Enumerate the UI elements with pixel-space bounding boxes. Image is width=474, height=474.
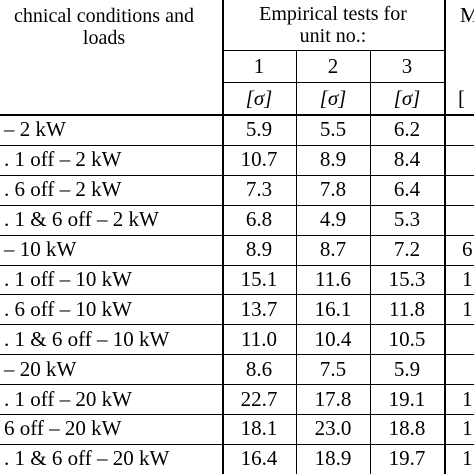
unit-2-value: 10.4: [314, 326, 352, 351]
condition-cell: – 20 kW: [4, 356, 77, 381]
unit-1-value: 16.4: [240, 446, 278, 471]
unit-3-value: 6.2: [393, 117, 421, 142]
unit-3-value: 7.2: [393, 237, 421, 262]
cut-column-value: [462, 115, 474, 145]
unit-2-value: 7.8: [319, 177, 347, 202]
conditions-header: chnical conditions and loads: [0, 0, 228, 54]
cut-column-value: [462, 324, 474, 354]
cut-column-sigma: [: [458, 85, 465, 110]
condition-cell: . 1 & 6 off – 2 kW: [4, 207, 159, 232]
condition-cell: . 1 & 6 off – 20 kW: [4, 446, 170, 471]
condition-cell: . 1 off – 20 kW: [4, 386, 132, 411]
row-divider: [0, 354, 474, 356]
unit-3-value: 11.8: [389, 296, 425, 321]
unit-2-value: 16.1: [314, 296, 352, 321]
sigma-row-top-border: [222, 82, 444, 83]
unit-2-value: 8.7: [319, 237, 347, 262]
row-divider: [0, 294, 474, 296]
unit-3-value: 5.3: [393, 207, 421, 232]
unit-1-value: 13.7: [240, 296, 278, 321]
condition-cell: . 6 off – 10 kW: [4, 296, 132, 321]
tests-header-line2: unit no.:: [299, 25, 367, 47]
unit-2-value: 7.5: [319, 356, 347, 381]
condition-cell: . 1 off – 10 kW: [4, 266, 132, 291]
unit-3-value: 6.4: [393, 177, 421, 202]
unit-2-value: 8.9: [319, 147, 347, 172]
condition-cell: . 1 off – 2 kW: [4, 147, 122, 172]
unit-3-value: 10.5: [388, 326, 426, 351]
sigma-label-1: [σ]: [245, 85, 273, 110]
unit-2-value: 5.5: [319, 117, 347, 142]
cut-column-value: [462, 145, 474, 175]
row-divider: [0, 324, 474, 326]
row-divider: [0, 414, 474, 415]
row-divider: [0, 264, 474, 266]
header-divider: [0, 114, 474, 116]
unit-3-value: 18.8: [388, 416, 426, 441]
unit-1-value: 8.6: [245, 356, 273, 381]
cut-column-value: 1: [462, 416, 473, 441]
row-divider: [0, 174, 474, 176]
unit-1-value: 5.9: [245, 117, 273, 142]
unit-2-value: 18.9: [314, 446, 352, 471]
cut-column-value: 6: [462, 237, 473, 262]
unit-1-value: 11.0: [241, 326, 277, 351]
unit-3-header: 3: [401, 53, 413, 78]
conditions-column-border: [222, 0, 224, 474]
unit-2-header: 2: [327, 53, 339, 78]
sigma-label-3: [σ]: [393, 85, 421, 110]
tests-column-border: [444, 0, 446, 474]
unit-2-value: 23.0: [314, 416, 352, 441]
unit-1-header: 1: [253, 53, 265, 78]
cut-column-value: 1: [462, 386, 473, 411]
condition-cell: – 2 kW: [4, 117, 66, 142]
cut-column-value: 1: [462, 266, 473, 291]
cut-column-header: M: [460, 2, 474, 27]
condition-cell: . 1 & 6 off – 10 kW: [4, 326, 170, 351]
unit-1-value: 7.3: [245, 177, 273, 202]
unit-1-value: 10.7: [240, 147, 278, 172]
unit-3-value: 5.9: [393, 356, 421, 381]
condition-cell: . 6 off – 2 kW: [4, 177, 122, 202]
conditions-header-line1: chnical conditions and: [14, 5, 194, 27]
unit-2-3-border: [370, 50, 371, 474]
row-divider: [0, 204, 474, 206]
unit-3-value: 19.1: [388, 386, 426, 411]
unit-1-value: 22.7: [240, 386, 278, 411]
row-divider: [0, 384, 474, 386]
unit-1-value: 8.9: [245, 237, 273, 262]
row-divider: [0, 144, 474, 146]
row-divider: [0, 234, 474, 236]
unit-1-value: 6.8: [245, 207, 273, 232]
sigma-label-2: [σ]: [319, 85, 347, 110]
unit-row-top-border: [222, 50, 444, 51]
unit-3-value: 8.4: [393, 147, 421, 172]
cut-column-value: [462, 175, 474, 205]
cut-column-value: [462, 354, 474, 384]
conditions-header-line2: loads: [82, 27, 126, 49]
unit-1-value: 15.1: [240, 266, 278, 291]
unit-2-value: 4.9: [319, 207, 347, 232]
cut-column-value: [462, 205, 474, 235]
tests-header-line1: Empirical tests for: [259, 3, 407, 25]
unit-2-value: 17.8: [314, 386, 352, 411]
unit-2-value: 11.6: [315, 266, 351, 291]
unit-1-value: 18.1: [240, 416, 278, 441]
unit-3-value: 15.3: [388, 266, 426, 291]
unit-3-value: 19.7: [388, 446, 426, 471]
row-divider: [0, 443, 474, 445]
cut-column-value: 1: [462, 446, 473, 471]
condition-cell: – 10 kW: [4, 237, 77, 262]
condition-cell: 6 off – 20 kW: [4, 416, 122, 441]
unit-1-2-border: [296, 50, 297, 474]
tests-header: Empirical tests for unit no.:: [222, 0, 444, 50]
cut-column-value: 1: [462, 296, 473, 321]
